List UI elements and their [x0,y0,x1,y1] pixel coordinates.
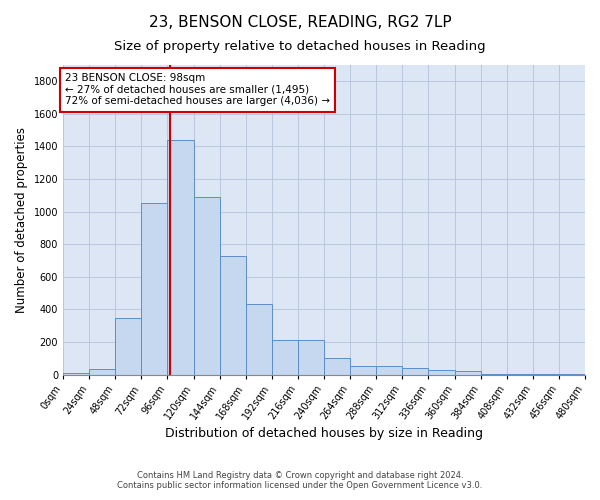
Bar [246,304,272,374]
Bar [89,369,115,374]
Text: Contains HM Land Registry data © Crown copyright and database right 2024.
Contai: Contains HM Land Registry data © Crown c… [118,470,482,490]
Bar [455,372,481,374]
Bar [220,256,246,374]
Bar [167,140,194,374]
X-axis label: Distribution of detached houses by size in Reading: Distribution of detached houses by size … [165,427,483,440]
Bar [63,373,89,374]
Bar [272,340,298,374]
Bar [298,340,324,374]
Bar [403,368,428,374]
Bar [142,202,167,374]
Y-axis label: Number of detached properties: Number of detached properties [15,127,28,313]
Bar [350,366,376,374]
Text: Size of property relative to detached houses in Reading: Size of property relative to detached ho… [114,40,486,53]
Bar [324,358,350,374]
Bar [194,197,220,374]
Bar [428,370,455,374]
Text: 23, BENSON CLOSE, READING, RG2 7LP: 23, BENSON CLOSE, READING, RG2 7LP [149,15,451,30]
Text: 23 BENSON CLOSE: 98sqm
← 27% of detached houses are smaller (1,495)
72% of semi-: 23 BENSON CLOSE: 98sqm ← 27% of detached… [65,73,330,106]
Bar [115,318,142,374]
Bar [376,366,403,374]
